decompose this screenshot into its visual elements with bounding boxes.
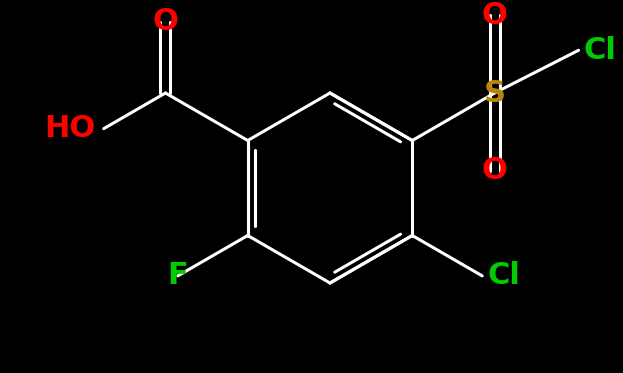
Text: S: S [483, 78, 505, 107]
Text: Cl: Cl [584, 36, 617, 65]
Text: F: F [168, 261, 188, 290]
Text: O: O [482, 156, 508, 185]
Text: O: O [482, 1, 508, 29]
Text: HO: HO [44, 114, 96, 143]
Text: Cl: Cl [487, 261, 520, 290]
Text: O: O [153, 7, 178, 36]
